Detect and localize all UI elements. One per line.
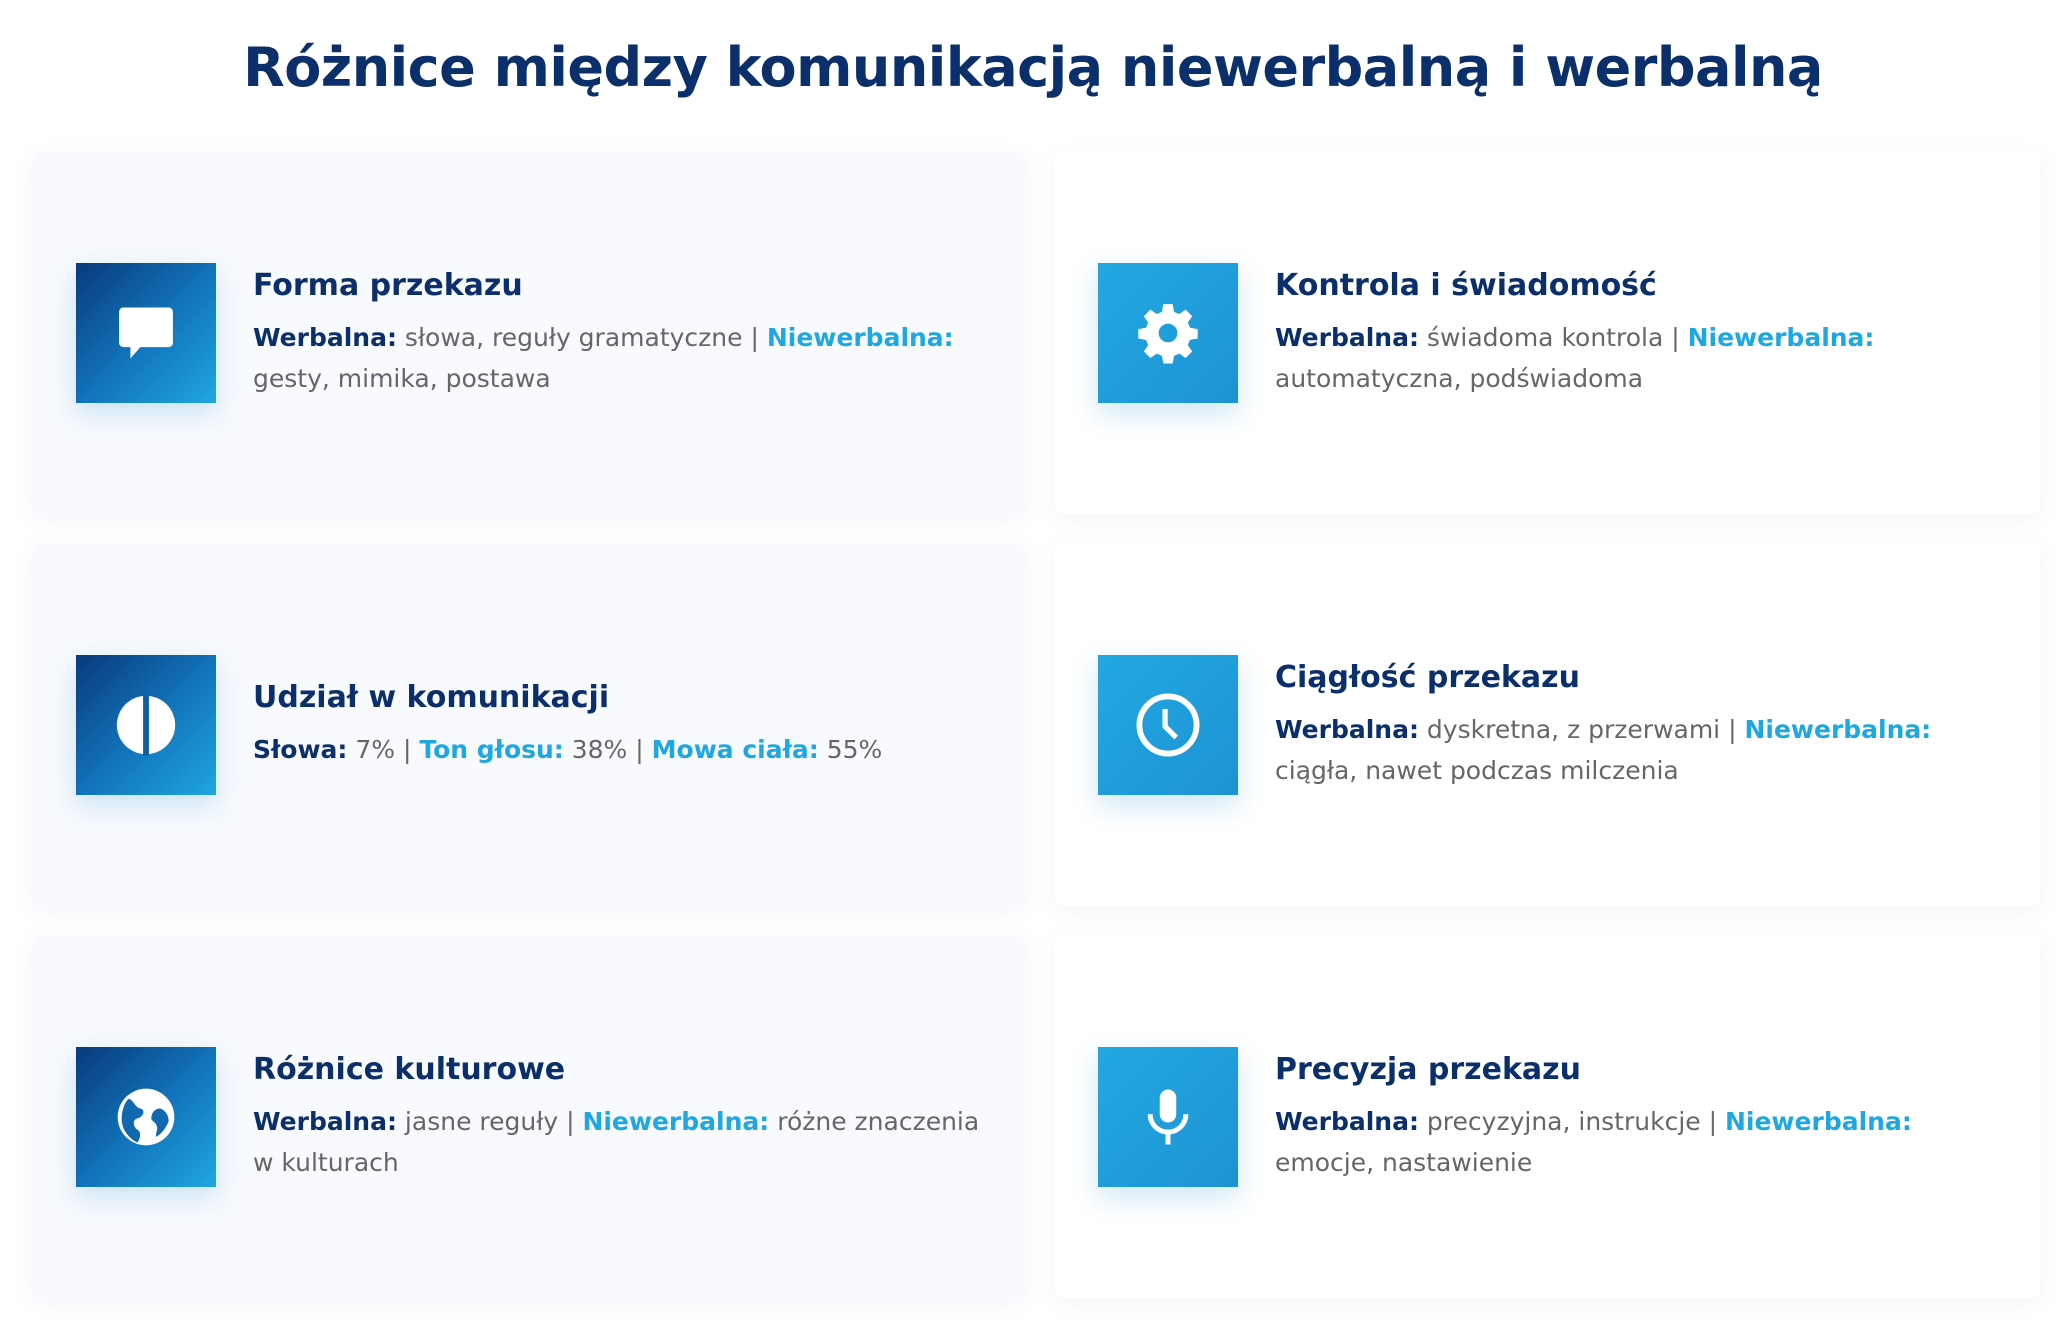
microphone-icon [1098, 1047, 1238, 1187]
gear-icon [1098, 263, 1238, 403]
card-text: Udział w komunikacji Słowa: 7% | Ton gło… [253, 680, 993, 770]
card-text-value: różne znaczenia w kulturach [253, 1106, 980, 1177]
card-heading: Precyzja przekazu [1275, 1051, 1581, 1087]
card-heading: Kontrola i świadomość [1275, 267, 1657, 303]
card-text-label: Werbalna: [1275, 714, 1419, 744]
card-text-label: Niewerbalna: [1724, 1106, 1912, 1136]
card-text-label: Werbalna: [253, 1106, 397, 1136]
card-heading: Udział w komunikacji [253, 680, 610, 715]
card-text: Precyzja przekazu Werbalna: precyzyjna, … [1275, 1052, 2015, 1183]
card-r-nice-kulturowe: Różnice kulturowe Werbalna: jasne reguły… [33, 936, 1025, 1298]
card-text-label: Słowa: [253, 735, 348, 764]
card-text-value: emocje, nastawienie [1275, 1147, 1533, 1177]
card-text-value: precyzyjna, instrukcje | [1418, 1106, 1725, 1136]
card-heading: Ciągłość przekazu [1275, 659, 1580, 695]
card-text-label: Niewerbalna: [1744, 714, 1932, 744]
cards-grid: Forma przekazu Werbalna: słowa, reguły g… [33, 152, 2040, 1298]
card-text: Forma przekazu Werbalna: słowa, reguły g… [253, 268, 993, 399]
half-circle-icon [76, 655, 216, 795]
card-text-label: Niewerbalna: [582, 1106, 770, 1136]
card-text: Różnice kulturowe Werbalna: jasne reguły… [253, 1052, 993, 1183]
card-forma-przekazu: Forma przekazu Werbalna: słowa, reguły g… [33, 152, 1025, 514]
card-text: Ciągłość przekazu Werbalna: dyskretna, z… [1275, 660, 2015, 791]
card-text-label: Niewerbalna: [766, 322, 954, 352]
card-body: Werbalna: precyzyjna, instrukcje | Niewe… [1275, 1101, 2015, 1183]
speech-bubble-icon [76, 263, 216, 403]
card-text-value: jasne reguły | [396, 1106, 583, 1136]
card-text-label: Werbalna: [253, 322, 397, 352]
card-udzia-w-komunikacji: Udział w komunikacji Słowa: 7% | Ton gło… [33, 544, 1025, 906]
card-text-value: automatyczna, podświadoma [1275, 363, 1644, 393]
card-text-value: świadoma kontrola | [1418, 322, 1688, 352]
globe-icon [76, 1047, 216, 1187]
card-text-value: ciągła, nawet podczas milczenia [1275, 755, 1679, 785]
card-text-label: Niewerbalna: [1687, 322, 1875, 352]
card-text-label: Werbalna: [1275, 1106, 1419, 1136]
card-body: Werbalna: słowa, reguły gramatyczne | Ni… [253, 317, 993, 399]
clock-icon [1098, 655, 1238, 795]
card-precyzja-przekazu: Precyzja przekazu Werbalna: precyzyjna, … [1055, 936, 2040, 1298]
card-text-value: 7% | [347, 735, 420, 764]
card-body: Werbalna: jasne reguły | Niewerbalna: ró… [253, 1101, 993, 1183]
card-text-value: gesty, mimika, postawa [253, 363, 551, 393]
card-text-value: słowa, reguły gramatyczne | [396, 322, 767, 352]
card-text-label: Mowa ciała: [651, 735, 819, 764]
card-heading: Różnice kulturowe [253, 1051, 566, 1087]
card-text-value: 55% [818, 735, 883, 764]
card-kontrola-i-wiadomo-: Kontrola i świadomość Werbalna: świadoma… [1055, 152, 2040, 514]
card-ci-g-o-przekazu: Ciągłość przekazu Werbalna: dyskretna, z… [1055, 544, 2040, 906]
card-body: Słowa: 7% | Ton głosu: 38% | Mowa ciała:… [253, 729, 993, 770]
card-heading: Forma przekazu [253, 267, 523, 303]
card-text-value: 38% | [563, 735, 652, 764]
card-text: Kontrola i świadomość Werbalna: świadoma… [1275, 268, 2015, 399]
card-body: Werbalna: dyskretna, z przerwami | Niewe… [1275, 709, 2015, 791]
card-body: Werbalna: świadoma kontrola | Niewerbaln… [1275, 317, 2015, 399]
card-text-label: Ton głosu: [419, 735, 564, 764]
card-text-label: Werbalna: [1275, 322, 1419, 352]
page-title: Różnice między komunikacją niewerbalną i… [243, 36, 1823, 99]
card-text-value: dyskretna, z przerwami | [1418, 714, 1745, 744]
